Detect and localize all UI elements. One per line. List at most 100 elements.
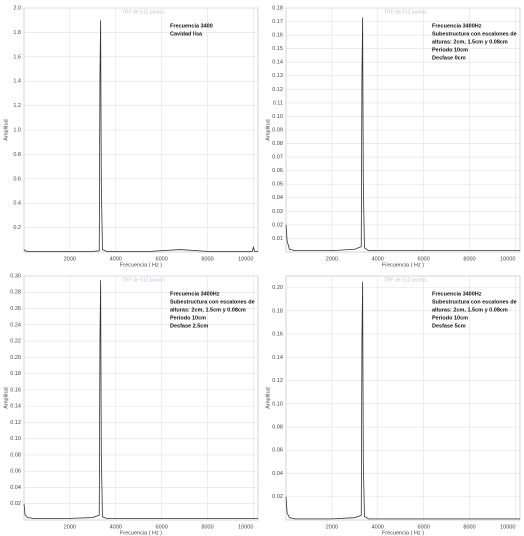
y-axis-label: Amplitud [3,387,9,408]
x-tick-label: 4000 [110,524,122,530]
y-tick-label: 0.28 [10,290,21,296]
y-tick-label: 1.8 [13,30,21,36]
spectrum-line [23,20,258,252]
x-tick-label: 6000 [156,256,168,262]
y-tick-label: 0.18 [10,371,21,377]
annotation: Frecuencia 3400Hz [432,291,482,297]
y-tick-label: 0.08 [10,452,21,458]
y-tick-label: 0.16 [272,332,283,338]
x-tick-label: 8000 [201,524,213,530]
y-tick-label: 0.07 [272,155,283,161]
y-tick-label: 0.13 [272,73,283,79]
annotation: Subestructura con escalones de [432,299,517,305]
annotation: Cavidad lisa [170,31,203,37]
y-tick-label: 0.26 [10,306,21,312]
x-tick-label: 2000 [64,256,76,262]
x-tick-label: 10000 [500,524,515,530]
y-tick-label: 0.6 [13,176,21,182]
annotation: alturas: 2cm, 1.5cm y 0.08cm [432,39,508,45]
y-tick-label: 0.2 [13,225,21,231]
y-tick-label: 0.06 [272,448,283,454]
annotation: Periodo 10cm [170,315,206,321]
y-tick-label: 0.06 [272,168,283,174]
y-tick-label: 0.17 [272,19,283,25]
y-tick-label: 1.4 [13,79,21,85]
x-tick-label: 6000 [418,524,430,530]
y-tick-label: 0.08 [272,425,283,431]
annotation: Desfase 0cm [432,55,466,61]
y-tick-label: 0.14 [10,404,21,410]
annotation: Periodo 10cm [432,47,468,53]
y-axis-label: Amplitud [265,387,271,408]
y-tick-label: 0.10 [272,114,283,120]
annotation: Periodo 10cm [432,315,468,321]
y-axis-label: Amplitud [265,119,271,140]
spectrum-line [285,17,520,252]
x-tick-label: 2000 [64,524,76,530]
x-axis-label: Frecuencia ( Hz ) [120,262,162,268]
y-tick-label: 0.06 [10,469,21,475]
watermark: TRF de 512 puntos [384,277,427,283]
y-tick-label: 1.6 [13,54,21,60]
annotation: Frecuencia 3400 [170,23,213,29]
x-axis-label: Frecuencia ( Hz ) [120,530,162,536]
x-tick-label: 4000 [372,524,384,530]
y-tick-label: 0.20 [10,355,21,361]
y-tick-label: 0.8 [13,152,21,158]
x-tick-label: 6000 [418,256,430,262]
annotation: Frecuencia 3400Hz [432,23,482,29]
annotation: Desfase 2.5cm [170,323,208,329]
y-tick-label: 2.0 [13,5,21,11]
x-tick-label: 6000 [156,524,168,530]
y-tick-label: 0.08 [272,141,283,147]
watermark: TRF de 512 puntos [384,9,427,15]
y-tick-label: 0.14 [272,60,283,66]
y-axis-label: Amplitud [3,119,9,140]
y-tick-label: 0.4 [13,201,21,207]
y-tick-label: 0.16 [10,387,21,393]
y-tick-label: 0.14 [272,355,283,361]
y-tick-label: 0.12 [272,378,283,384]
x-axis-label: Frecuencia ( Hz ) [382,530,424,536]
y-tick-label: 0.04 [272,471,283,477]
y-tick-label: 0.02 [272,222,283,228]
annotation: Desfase 5cm [432,323,466,329]
x-tick-label: 10000 [500,256,515,262]
y-tick-label: 0.01 [272,236,283,242]
x-tick-label: 2000 [326,524,338,530]
x-tick-label: 8000 [201,256,213,262]
y-tick-label: 0.05 [272,182,283,188]
y-tick-label: 0.15 [272,46,283,52]
spectrum-line [285,281,520,520]
y-tick-label: 0.02 [10,501,21,507]
x-tick-label: 10000 [238,524,253,530]
y-tick-label: 0.12 [10,420,21,426]
plot-area [285,275,521,521]
spectrum-line [23,280,258,519]
y-tick-label: 0.24 [10,322,21,328]
plot-area [23,275,259,521]
y-tick-label: 1.0 [13,127,21,133]
y-tick-label: 0.18 [272,308,283,314]
y-tick-label: 0.12 [272,87,283,93]
y-tick-label: 0.16 [272,33,283,39]
y-tick-label: 0.04 [10,485,21,491]
y-tick-label: 0.02 [272,494,283,500]
x-axis-label: Frecuencia ( Hz ) [382,262,424,268]
y-tick-label: 0.11 [273,100,283,106]
y-tick-label: 0.03 [272,209,283,215]
y-tick-label: 0.10 [272,401,283,407]
y-tick-label: 0.04 [272,195,283,201]
annotation: Frecuencia 3400Hz [170,291,220,297]
x-tick-label: 8000 [463,524,475,530]
annotation: alturas: 2cm, 1.5cm y 0.08cm [170,307,246,313]
y-tick-label: 0.09 [272,127,283,133]
annotation: alturas: 2cm, 1.5cm y 0.08cm [432,307,508,313]
annotation: Subestructura con escalones de [432,31,517,37]
x-tick-label: 2000 [326,256,338,262]
watermark: TRF de 512 puntos [122,9,165,15]
y-tick-label: 0.30 [10,273,21,279]
x-tick-label: 4000 [372,256,384,262]
annotation: Subestructura con escalones de [170,299,255,305]
